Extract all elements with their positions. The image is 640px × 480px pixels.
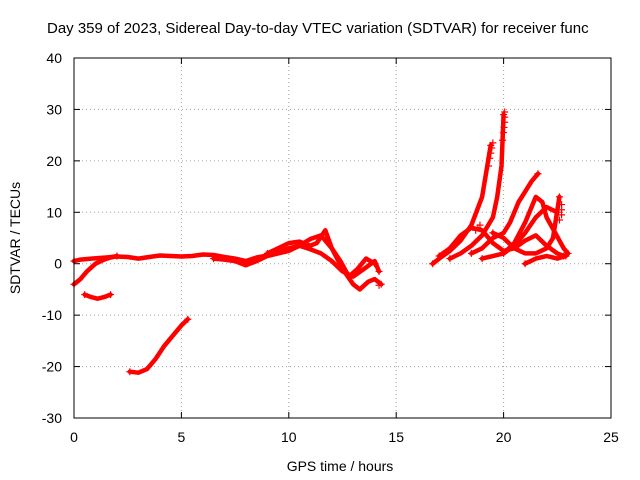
y-axis-title: SDTVAR / TECUs: [7, 182, 23, 294]
series-sat-m: [501, 194, 571, 256]
series-end-marker: [184, 315, 192, 323]
series-end-marker: [555, 193, 563, 201]
y-tick-label: 30: [46, 101, 62, 117]
plot-border: [73, 57, 612, 419]
series-end-marker: [553, 208, 561, 216]
ticks: [73, 57, 612, 419]
series-sat-j: [469, 171, 541, 256]
marker-spike-20: [500, 123, 508, 131]
series-end-marker: [113, 252, 121, 260]
tick-labels: 0 5 10 15 20 25 -30 -20 -10 0 10 20 30 40: [42, 50, 619, 445]
y-tick-label: 10: [46, 204, 62, 220]
series-sat-l: [490, 194, 562, 256]
series-end-marker: [375, 267, 383, 275]
series-end-marker: [371, 260, 379, 268]
x-tick-label: 20: [496, 429, 512, 445]
marker-spike-19: [487, 149, 495, 157]
series-start-marker: [489, 229, 497, 237]
series-layer: [71, 112, 571, 375]
y-tick-label: -10: [42, 307, 62, 323]
series-start-marker: [126, 368, 134, 376]
marker-spike-19: [486, 154, 494, 162]
y-tick-label: 20: [46, 153, 62, 169]
series-end-marker: [377, 280, 385, 288]
x-tick-label: 10: [281, 429, 297, 445]
chart-title: Day 359 of 2023, Sidereal Day-to-day VTE…: [47, 20, 589, 37]
series-start-marker: [429, 260, 437, 268]
x-tick-label: 0: [70, 429, 78, 445]
series-start-marker: [467, 249, 475, 257]
series-sat-c: [265, 228, 377, 279]
series-end-marker: [107, 291, 115, 299]
series-end-marker: [534, 170, 542, 178]
series-sat-f: [127, 317, 191, 375]
x-tick-label: 5: [178, 429, 186, 445]
y-tick-label: 0: [54, 256, 62, 272]
marker-spike-22: [555, 216, 563, 224]
x-tick-label: 15: [388, 429, 404, 445]
series-sat-e: [82, 292, 113, 301]
series-start-marker: [478, 255, 486, 263]
marker-spike-22: [558, 201, 566, 209]
series-start-marker: [521, 260, 529, 268]
series-start-marker: [435, 252, 443, 260]
series-start-marker: [500, 249, 508, 257]
marker-spike-20: [499, 136, 507, 144]
series-start-marker: [263, 249, 271, 257]
marker-spike-19: [485, 162, 493, 170]
x-axis-title: GPS time / hours: [287, 458, 394, 474]
series-sat-d: [71, 253, 120, 287]
series-end-marker: [487, 141, 495, 149]
marker-spike-18: [476, 221, 484, 229]
series-sat-n: [522, 253, 569, 266]
series-sat-a: [71, 243, 382, 279]
y-tick-label: -30: [42, 410, 62, 426]
y-tick-label: 40: [46, 50, 62, 66]
series-sat-h: [447, 112, 506, 261]
series-end-marker: [500, 111, 508, 119]
series-start-marker: [210, 255, 218, 263]
x-tick-label: 25: [603, 429, 619, 445]
series-start-marker: [81, 291, 89, 299]
series-start-marker: [446, 255, 454, 263]
marker-layer: [70, 108, 572, 376]
y-tick-label: -20: [42, 359, 62, 375]
series-end-marker: [562, 252, 570, 260]
